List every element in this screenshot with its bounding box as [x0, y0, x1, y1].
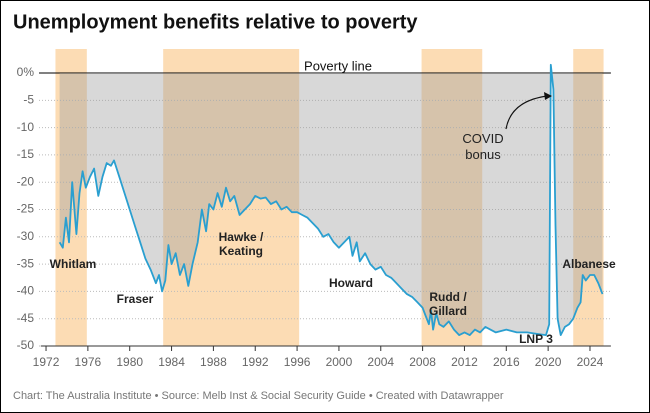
period-band [573, 49, 604, 346]
x-tick-label: 2020 [535, 355, 562, 369]
reference-label: Poverty line [304, 58, 372, 73]
y-tick-label: -10 [17, 120, 35, 134]
y-tick-label: -25 [17, 202, 35, 216]
y-tick-label: -20 [17, 174, 35, 188]
period-band [421, 49, 483, 346]
y-tick-label: -15 [17, 147, 35, 161]
annotation: COVID bonus [462, 131, 504, 162]
x-tick-label: 2000 [326, 355, 353, 369]
x-tick-label: 2004 [367, 355, 394, 369]
x-tick-label: 2008 [409, 355, 436, 369]
y-tick-label: -40 [17, 284, 35, 298]
period-label: Whitlam [49, 257, 97, 271]
x-tick-label: 1984 [158, 355, 185, 369]
period-label: Fraser [116, 292, 154, 306]
footer: Chart: The Australia Institute • Source:… [13, 390, 504, 402]
x-tick-label: 2016 [493, 355, 520, 369]
gap-area [59, 64, 603, 336]
x-tick-label: 1988 [200, 355, 227, 369]
x-tick-label: 2024 [577, 355, 604, 369]
period-label: Howard [328, 276, 373, 290]
period-band [163, 49, 300, 346]
period-label: Rudd / Gillard [428, 290, 467, 318]
y-tick-label: -50 [17, 338, 35, 352]
y-tick-label: 0% [17, 65, 35, 79]
y-tick-label: -30 [17, 229, 35, 243]
arrow-head [544, 92, 552, 100]
x-tick-label: 1996 [284, 355, 311, 369]
x-tick-label: 1972 [33, 355, 60, 369]
annotation-arrow [505, 95, 548, 130]
x-tick-label: 2012 [451, 355, 478, 369]
x-tick-label: 1976 [75, 355, 102, 369]
y-tick-label: -35 [17, 256, 35, 270]
period-label: LNP 3 [519, 332, 553, 346]
x-tick-label: 1992 [242, 355, 269, 369]
period-label: Albanese [562, 257, 616, 271]
x-tick-label: 1980 [116, 355, 143, 369]
line [58, 63, 604, 336]
period-label: Hawke / Keating [218, 230, 264, 258]
chart-title: Unemployment benefits relative to povert… [13, 11, 418, 33]
y-tick-label: -5 [23, 92, 34, 106]
y-tick-label: -45 [17, 311, 35, 325]
